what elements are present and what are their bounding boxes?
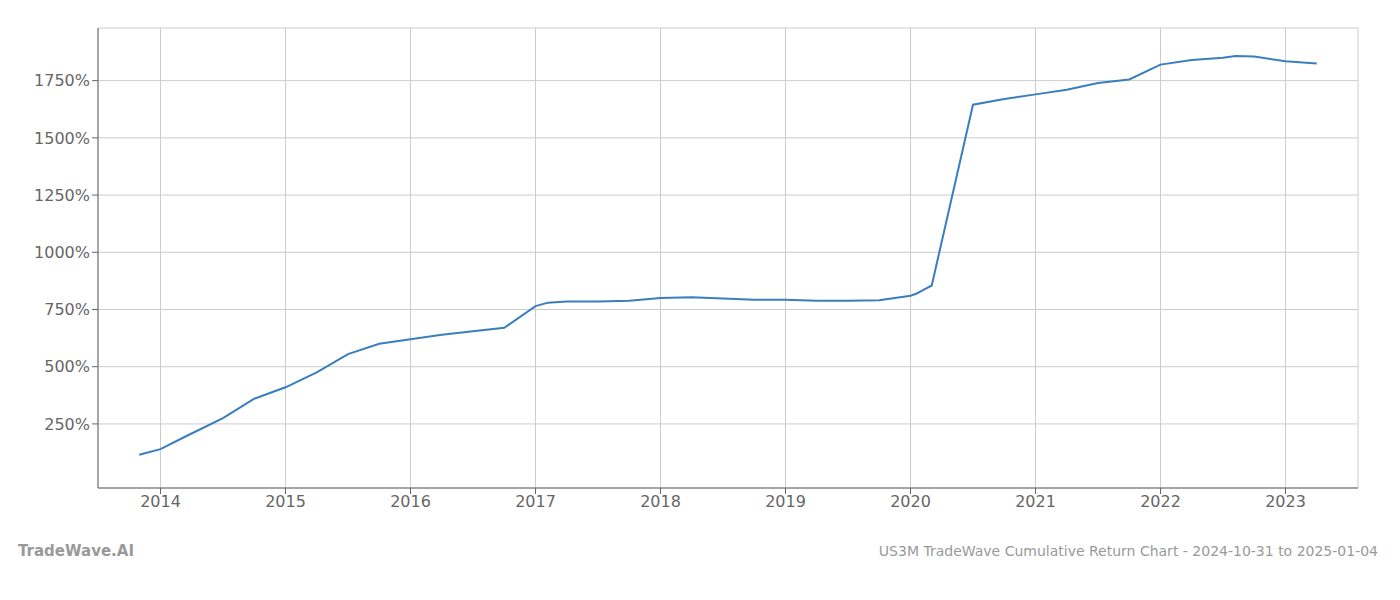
svg-text:1250%: 1250% [34,186,90,205]
svg-text:2023: 2023 [1265,492,1306,511]
svg-text:2018: 2018 [640,492,681,511]
svg-text:750%: 750% [44,300,90,319]
svg-text:2021: 2021 [1015,492,1056,511]
svg-text:2015: 2015 [265,492,306,511]
svg-text:2014: 2014 [140,492,181,511]
svg-text:2019: 2019 [765,492,806,511]
svg-text:500%: 500% [44,357,90,376]
svg-text:1000%: 1000% [34,243,90,262]
svg-text:2017: 2017 [515,492,556,511]
svg-text:250%: 250% [44,415,90,434]
svg-text:1500%: 1500% [34,129,90,148]
svg-text:2016: 2016 [390,492,431,511]
svg-text:1750%: 1750% [34,71,90,90]
html-text:TradeWave.AI: TradeWave.AI [18,542,134,560]
svg-text:2020: 2020 [890,492,931,511]
svg-text:2022: 2022 [1140,492,1181,511]
html-text:US3M TradeWave Cumulative Retu: US3M TradeWave Cumulative Return Chart -… [878,543,1378,559]
